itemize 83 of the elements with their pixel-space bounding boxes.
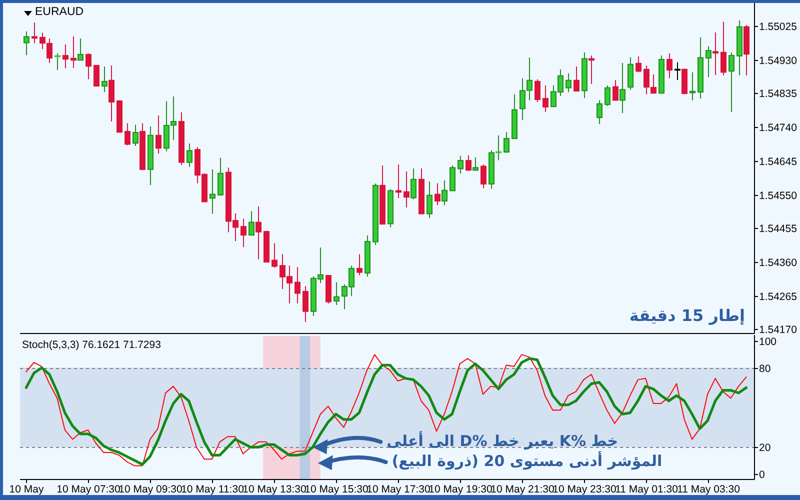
candlestick <box>566 72 572 93</box>
chart-title: Stoch(5,3,3) 76.1621 71.7293 <box>22 339 162 352</box>
candlestick <box>272 242 278 268</box>
candlestick <box>588 55 594 84</box>
x-tick-label: 10 May <box>9 484 44 496</box>
candlestick <box>728 52 734 112</box>
candlestick <box>124 122 130 146</box>
candlestick <box>78 38 84 61</box>
candlestick <box>574 66 580 92</box>
y-tick-label: 1.54930 <box>759 55 798 68</box>
candlestick <box>706 46 712 78</box>
candlestick <box>620 62 626 114</box>
annotation: المؤشر أدنى مستوى 20 (ذروة البيع) <box>392 452 662 471</box>
candlestick <box>534 78 540 102</box>
candlestick <box>70 36 76 68</box>
y-tick-label: 1.55025 <box>759 21 798 34</box>
candlestick <box>156 114 162 154</box>
candlestick <box>442 180 448 206</box>
y-tick-label: 1.54170 <box>759 324 798 336</box>
candlestick <box>302 286 308 322</box>
annotation: خط %K يعبر خط %D الى أعلى <box>386 432 618 450</box>
candlestick <box>690 72 696 101</box>
y-tick-label: 1.54360 <box>759 257 798 270</box>
candlestick <box>410 168 416 200</box>
annotation: إطار 15 دقيقة <box>629 306 745 326</box>
x-tick-label: 11 May 01:30 <box>615 484 678 496</box>
y-tick-label: 1.54740 <box>759 122 798 134</box>
candlestick <box>404 171 410 208</box>
x-tick-label: 10 May 17:30 <box>366 484 430 496</box>
candlestick <box>542 84 548 112</box>
candlestick <box>240 218 246 248</box>
x-tick-label: 10 May 19:30 <box>428 484 492 496</box>
candlestick <box>108 64 114 122</box>
candlestick <box>294 266 300 304</box>
x-tick-label: 10 May 13:30 <box>242 484 306 496</box>
x-tick-label: 11 May 03:30 <box>677 484 740 496</box>
y-tick-label: 100 <box>759 336 777 348</box>
y-tick-label: 1.54265 <box>759 291 798 304</box>
x-tick-label: 10 May 21:30 <box>490 484 554 496</box>
y-tick-label: 1.54550 <box>759 190 798 202</box>
candlestick <box>62 44 68 69</box>
y-tick-label: 1.54835 <box>759 88 798 100</box>
candlestick <box>504 132 510 154</box>
candlestick <box>612 80 618 101</box>
candlestick <box>480 164 486 189</box>
candlestick <box>720 21 726 76</box>
y-tick-label: 1.54645 <box>759 156 798 168</box>
chart-title: EURAUD <box>35 6 84 18</box>
candlestick <box>210 168 216 214</box>
x-tick-label: 10 May 23:30 <box>552 484 616 496</box>
candlestick <box>24 30 30 56</box>
x-tick-label: 10 May 15:30 <box>304 484 368 496</box>
candlestick <box>450 165 456 192</box>
candlestick <box>132 124 138 146</box>
candlestick <box>472 156 478 172</box>
candlestick <box>356 254 362 276</box>
x-tick-label: 10 May 09:30 <box>118 484 182 496</box>
candlestick <box>434 182 440 206</box>
candlestick <box>86 52 92 80</box>
x-tick-label: 10 May 07:30 <box>56 484 120 496</box>
candlestick <box>186 143 192 168</box>
y-tick-label: 0 <box>759 469 765 482</box>
y-tick-label: 80 <box>759 363 771 376</box>
candlestick <box>32 22 38 44</box>
candlestick <box>466 154 472 172</box>
candlestick <box>396 164 402 199</box>
candlestick <box>712 32 718 76</box>
candlestick <box>94 64 100 87</box>
candlestick <box>218 157 224 196</box>
candlestick <box>666 52 672 79</box>
candlestick <box>248 210 254 236</box>
candlestick <box>426 180 432 219</box>
candlestick <box>604 84 610 106</box>
candlestick <box>334 282 340 306</box>
candlestick <box>458 155 464 174</box>
candlestick <box>636 56 642 73</box>
y-tick-label: 20 <box>759 442 771 454</box>
candlestick <box>256 206 262 260</box>
x-tick-label: 10 May 11:30 <box>181 484 244 496</box>
y-tick-label: 1.54455 <box>759 223 798 236</box>
candlestick <box>628 56 634 90</box>
candlestick <box>102 66 108 93</box>
candlestick <box>596 100 602 124</box>
